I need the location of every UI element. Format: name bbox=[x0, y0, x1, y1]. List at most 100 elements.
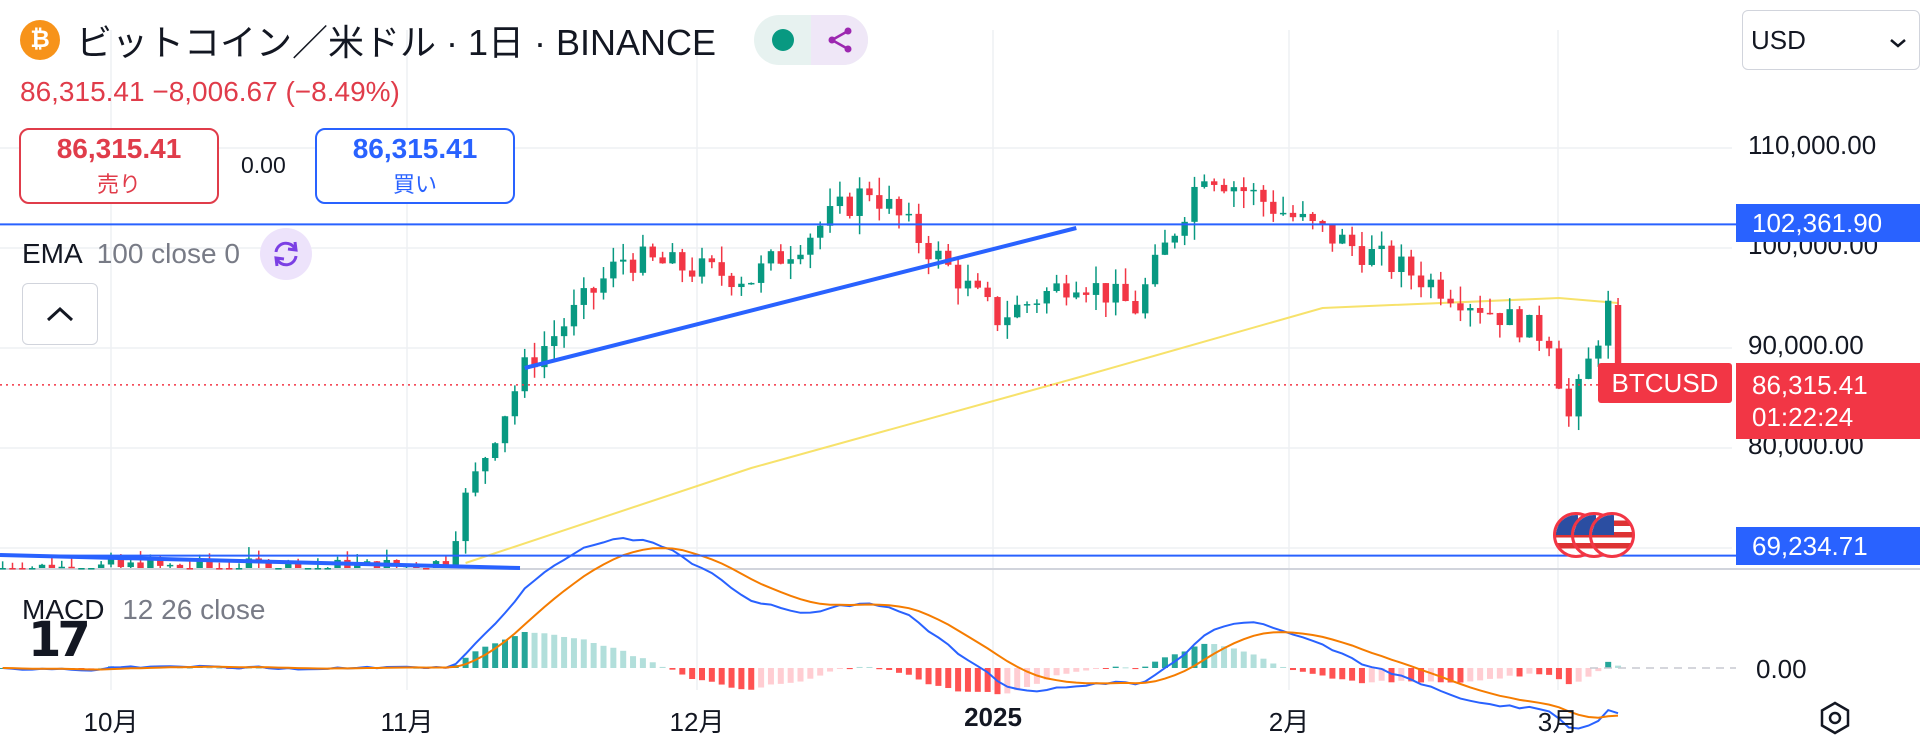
candle-body bbox=[482, 458, 489, 472]
candle-body bbox=[1004, 317, 1011, 326]
macd-histogram-bar bbox=[797, 668, 804, 682]
macd-histogram-bar bbox=[1132, 668, 1139, 670]
macd-histogram-bar bbox=[1546, 668, 1553, 675]
macd-histogram-bar bbox=[964, 668, 971, 692]
candle-body bbox=[1270, 201, 1277, 214]
macd-histogram-bar bbox=[699, 668, 705, 681]
candle-body bbox=[0, 568, 6, 570]
candle-body bbox=[787, 259, 794, 264]
currency-select[interactable]: USD bbox=[1742, 10, 1920, 70]
macd-histogram-bar bbox=[1615, 665, 1622, 668]
macd-histogram-bar bbox=[1230, 648, 1237, 668]
candle-body bbox=[354, 564, 361, 568]
candle-body bbox=[915, 213, 922, 243]
macd-histogram-bar bbox=[1014, 668, 1021, 691]
macd-histogram-bar bbox=[767, 668, 774, 685]
candle-body bbox=[1181, 221, 1188, 236]
candle-body bbox=[275, 568, 282, 570]
candle-body bbox=[777, 251, 784, 264]
macd-histogram-bar bbox=[1083, 668, 1090, 671]
macd-histogram-bar bbox=[1477, 668, 1484, 681]
sell-button[interactable]: 86,315.41 売り bbox=[19, 128, 219, 204]
ema-legend[interactable]: EMA 100 close 0 bbox=[22, 228, 312, 280]
candle-body bbox=[945, 250, 952, 265]
symbol-title[interactable]: ビットコイン／米ドル · 1日 · BINANCE bbox=[76, 22, 717, 63]
candle-body bbox=[88, 568, 95, 570]
candle-body bbox=[9, 568, 16, 570]
bar-countdown: 01:22:24 bbox=[1752, 402, 1854, 432]
buy-button[interactable]: 86,315.41 買い bbox=[315, 128, 515, 204]
candle-body bbox=[462, 492, 469, 542]
macd-histogram-bar bbox=[600, 645, 607, 668]
macd-histogram-bar bbox=[984, 668, 991, 692]
sell-price: 86,315.41 bbox=[56, 133, 182, 164]
candle-body bbox=[176, 564, 184, 568]
macd-histogram-bar bbox=[1191, 646, 1198, 668]
macd-histogram-bar bbox=[1368, 668, 1375, 683]
macd-histogram-bar bbox=[905, 668, 912, 675]
macd-histogram-bar bbox=[1358, 668, 1365, 684]
candle-body bbox=[1595, 345, 1602, 359]
status-pill[interactable] bbox=[754, 15, 869, 65]
upper-line-price-tag[interactable]: 102,361.90 bbox=[1736, 204, 1920, 242]
candle-body bbox=[58, 566, 65, 569]
macd-histogram-bar bbox=[836, 668, 843, 669]
candle-body bbox=[580, 288, 587, 305]
candle-body bbox=[501, 416, 509, 444]
macd-histogram-bar bbox=[689, 668, 696, 680]
candle-body bbox=[748, 282, 755, 285]
macd-histogram-bar bbox=[1211, 644, 1218, 668]
candle-body bbox=[620, 259, 627, 262]
ema-line-path bbox=[465, 296, 1619, 564]
macd-histogram-bar bbox=[896, 668, 902, 673]
candle-body bbox=[688, 270, 696, 277]
macd-histogram-bar bbox=[551, 634, 558, 668]
macd-histogram-bar bbox=[1447, 668, 1454, 683]
candle-body bbox=[1043, 291, 1050, 304]
price-axis-label: 90,000.00 bbox=[1748, 330, 1864, 361]
macd-histogram-bar bbox=[856, 666, 863, 668]
macd-histogram-bar bbox=[1250, 654, 1257, 668]
macd-histogram-bar bbox=[610, 647, 617, 668]
candle-body bbox=[895, 198, 903, 216]
candle-body bbox=[206, 558, 213, 568]
candle-body bbox=[1496, 313, 1504, 326]
macd-histogram-bar bbox=[580, 639, 587, 668]
macd-histogram-bar bbox=[925, 668, 932, 685]
candle-body bbox=[1220, 184, 1228, 192]
candle-body bbox=[1437, 279, 1444, 299]
lower-line-price-tag[interactable]: 69,234.71 bbox=[1736, 527, 1920, 565]
macd-histogram-bar bbox=[1526, 668, 1533, 674]
share-button[interactable] bbox=[811, 15, 869, 65]
macd-histogram-bar bbox=[1063, 668, 1070, 674]
macd-histogram-bar bbox=[216, 667, 223, 669]
ema-line bbox=[465, 296, 1619, 564]
candle-body bbox=[1457, 303, 1464, 311]
economic-events[interactable] bbox=[1553, 512, 1643, 562]
collapse-legend-button[interactable] bbox=[22, 283, 98, 345]
candle-body bbox=[1092, 283, 1100, 295]
macd-histogram-bar bbox=[1280, 666, 1287, 668]
candle-body bbox=[954, 264, 962, 289]
macd-pane bbox=[0, 536, 1736, 730]
indicator-refresh-button[interactable] bbox=[259, 228, 312, 280]
time-axis-label: 3月 bbox=[1537, 707, 1579, 737]
macd-histogram-bar bbox=[1102, 668, 1109, 669]
candle-body bbox=[1171, 235, 1178, 243]
candle-body bbox=[1023, 304, 1031, 306]
candle-body bbox=[738, 283, 745, 288]
candle-body bbox=[1348, 234, 1356, 247]
candle-body bbox=[846, 196, 853, 216]
macd-histogram-bar bbox=[1437, 668, 1444, 683]
macd-histogram-bar bbox=[511, 636, 518, 668]
chart-settings-button[interactable] bbox=[1815, 698, 1855, 738]
us-flag-icon[interactable] bbox=[1589, 512, 1635, 558]
macd-histogram-bar bbox=[1418, 668, 1425, 683]
symbol-header[interactable]: ₿ ビットコイン／米ドル · 1日 · BINANCE bbox=[20, 15, 869, 65]
macd-histogram-bar bbox=[98, 667, 105, 669]
market-open-indicator[interactable] bbox=[754, 15, 811, 65]
candle-body bbox=[19, 568, 26, 570]
macd-legend[interactable]: MACD 12 26 close bbox=[22, 594, 265, 626]
candle-body bbox=[324, 568, 331, 570]
